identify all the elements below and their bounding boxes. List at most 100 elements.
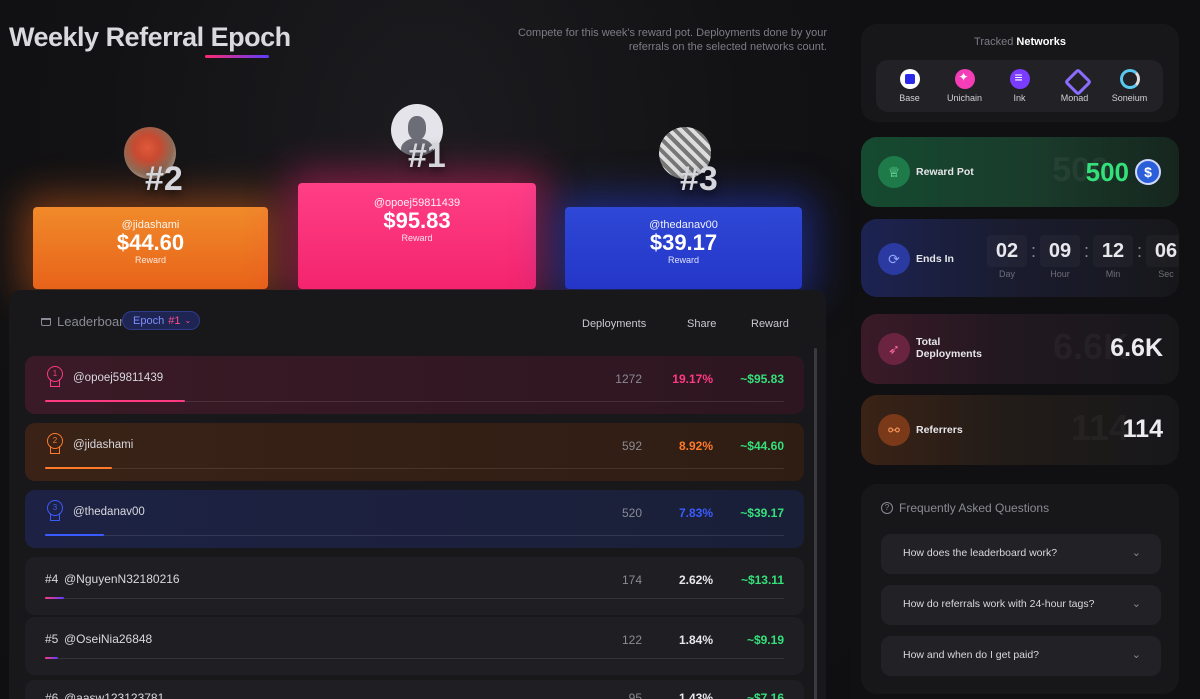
page-title-text: Weekly Referral Epoch [9, 22, 291, 52]
medal-rank: 2 [47, 433, 63, 449]
chevron-down-icon: ⌄ [184, 316, 192, 325]
network-monad[interactable]: Monad [1049, 69, 1101, 103]
network-soneium[interactable]: Soneium [1104, 69, 1156, 103]
row-username: @opoej59811439 [73, 372, 164, 384]
epoch-label: Epoch [133, 314, 165, 327]
share-bar-fill [45, 534, 104, 536]
column-header-share[interactable]: Share [687, 318, 717, 330]
avatar-first[interactable] [391, 104, 443, 156]
row-username: @NguyenN32180216 [64, 572, 180, 586]
row-deployments: 95 [628, 691, 642, 699]
column-header-deployments[interactable]: Deployments [582, 318, 647, 330]
unichain-icon [954, 69, 975, 89]
row-reward: ~$39.17 [740, 506, 784, 520]
default-avatar-head [408, 116, 426, 140]
faq-item[interactable]: How do referrals work with 24-hour tags?… [881, 585, 1161, 625]
leaderboard-title-text: Leaderboard [57, 314, 131, 329]
podium-rank-label: #1 [408, 137, 446, 175]
faq-title: ? Frequently Asked Questions [881, 501, 1049, 515]
row-rank: #4 [45, 572, 59, 586]
networks-title-bold: Networks [1016, 36, 1066, 48]
podium-reward-label: Reward [667, 255, 699, 265]
row-reward: ~$44.60 [740, 439, 784, 453]
row-share: 2.62% [678, 573, 713, 587]
leaderboard-title: Leaderboard [41, 314, 131, 329]
page-title: Weekly Referral Epoch [9, 22, 291, 58]
network-unichain[interactable]: Unichain [939, 69, 991, 103]
leaderboard-row-2[interactable]: 2 @jidashami 592 8.92% ~$44.60 [25, 423, 804, 481]
countdown-unit: Min [1105, 269, 1121, 279]
chevron-down-icon: ⌄ [1131, 598, 1141, 610]
leaderboard-scrollbar[interactable] [814, 348, 817, 699]
leaderboard-row-1[interactable]: 1 @opoej59811439 1272 19.17% ~$95.83 [25, 356, 804, 414]
leaderboard-row-6[interactable]: #6 @aasw123123781 95 1.43% ~$7.16 [25, 680, 804, 699]
medal-ribbon [50, 379, 60, 387]
faq-question: How and when do I get paid? [903, 649, 1040, 661]
medal-icon: 3 [47, 500, 63, 522]
countdown-timer: 02 Day : 09 Hour : 12 Min : 06 Sec [987, 235, 1179, 279]
leaderboard-row-4[interactable]: #4 @NguyenN32180216 174 2.62% ~$13.11 [25, 557, 804, 615]
usdc-icon: $ [1135, 159, 1161, 185]
avatar-third[interactable] [659, 127, 711, 179]
medal-rank: 3 [47, 500, 63, 516]
countdown-sec: 06 Sec [1146, 235, 1179, 279]
faq-title-text: Frequently Asked Questions [899, 501, 1050, 515]
leaderboard-panel: Leaderboard Epoch #1 ⌄ Deployments Share… [9, 290, 826, 699]
row-username: @thedanav00 [73, 506, 145, 518]
column-header-reward[interactable]: Reward [751, 318, 789, 330]
network-label: Soneium [1111, 93, 1148, 103]
countdown-value: 09 [1040, 235, 1080, 267]
award-icon: ♕ [878, 156, 910, 188]
leaderboard-row-5[interactable]: #5 @OseiNia26848 122 1.84% ~$9.19 [25, 617, 804, 675]
total-deployments-card: ➶ Total Deployments 6.6K 6.6K [861, 314, 1179, 384]
row-share: 1.43% [678, 691, 713, 699]
question-icon: ? [881, 502, 893, 514]
row-rank: #5 [45, 632, 59, 646]
ends-in-card: ⟳ Ends In 02 Day : 09 Hour : 12 Min : 06… [861, 219, 1179, 297]
share-bar-fill [45, 467, 112, 469]
podium-reward-label: Reward [134, 255, 166, 265]
referrers-ghost: 114 [1071, 407, 1129, 449]
share-bar-fill [45, 400, 185, 402]
network-base[interactable]: Base [884, 69, 936, 103]
monad-icon [1065, 69, 1085, 89]
leaderboard-row-3[interactable]: 3 @thedanav00 520 7.83% ~$39.17 [25, 490, 804, 548]
share-bar-track [45, 535, 784, 536]
referrers-value: 114 [1122, 415, 1163, 443]
epoch-select[interactable]: Epoch #1 ⌄ [122, 311, 201, 330]
countdown-separator: : [1084, 241, 1090, 261]
faq-question: How do referrals work with 24-hour tags? [903, 598, 1095, 610]
podium-rank-label: #2 [145, 160, 183, 198]
row-share: 7.83% [678, 506, 713, 520]
total-deployments-ghost: 6.6K [1053, 326, 1129, 368]
total-deployments-label: Total Deployments [916, 336, 982, 360]
network-ink[interactable]: Ink [994, 69, 1046, 103]
countdown-value: 02 [987, 235, 1027, 267]
row-deployments: 520 [621, 506, 642, 520]
row-deployments: 174 [621, 573, 642, 587]
faq-item[interactable]: How and when do I get paid? ⌄ [881, 636, 1161, 676]
share-bar-track [45, 658, 784, 659]
podium-reward-label: Reward [401, 233, 433, 243]
avatar-second[interactable] [124, 127, 176, 179]
medal-ribbon [50, 513, 60, 521]
row-share: 1.84% [678, 633, 713, 647]
podium-amount: $44.60 [116, 230, 185, 255]
total-deployments-label-line1: Total [916, 336, 941, 348]
epoch-number: #1 [168, 314, 181, 327]
network-label: Monad [1060, 93, 1089, 103]
faq-item[interactable]: How does the leaderboard work? ⌄ [881, 534, 1161, 574]
share-bar-track [45, 401, 784, 402]
countdown-value: 12 [1093, 235, 1133, 267]
countdown-separator: : [1137, 241, 1143, 261]
reward-pot-ghost: 500 [1052, 151, 1109, 189]
row-share: 19.17% [672, 372, 713, 386]
podium-handle: @opoej59811439 [373, 197, 461, 209]
base-icon [899, 69, 920, 89]
share-bar-fill [45, 657, 58, 659]
tracked-networks-card: Tracked Networks Base Unichain Ink Monad… [861, 24, 1179, 122]
countdown-unit: Day [998, 269, 1015, 279]
networks-title-prefix: Tracked [974, 36, 1014, 48]
countdown-unit: Sec [1158, 269, 1174, 279]
faq-question: How does the leaderboard work? [903, 547, 1058, 559]
